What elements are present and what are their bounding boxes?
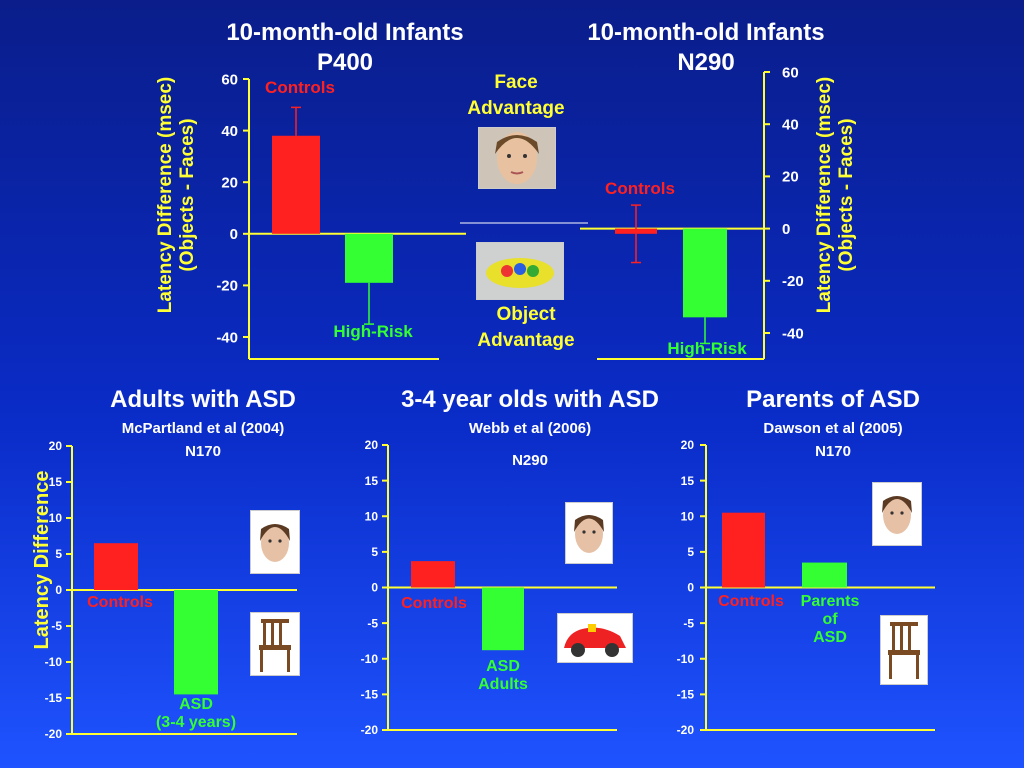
face-photo-panel2 <box>565 502 613 564</box>
face-photo-infant <box>478 127 556 189</box>
chart4-label-group2-line1: Adults <box>478 676 528 693</box>
top-right-ylabel: Latency Difference (msec) (Objects - Fac… <box>814 45 858 345</box>
chart5-tick-label-3: 5 <box>687 545 694 559</box>
face-advantage-line1: Face <box>494 72 538 93</box>
top-right-title-line1: 10-month-old Infants <box>587 19 825 46</box>
chart5-tick-label-7: -15 <box>677 688 695 702</box>
chart2-label-group2-line0: High-Risk <box>667 339 747 358</box>
face-advantage-line2: Advantage <box>467 98 565 119</box>
chart3-label-group2-line0: ASD <box>179 696 213 713</box>
chart3-tick-label-8: -20 <box>45 727 63 741</box>
chart3-tick-label-3: 5 <box>55 547 62 561</box>
chart5-bar-group2 <box>802 562 847 588</box>
face-photo-panel3 <box>872 482 922 546</box>
toy-object-photo-top <box>476 242 564 300</box>
object-advantage-line1: Object <box>496 304 556 325</box>
chart2-bar-controls <box>615 228 657 234</box>
chart4-tick-label-7: -15 <box>361 688 379 702</box>
chart3-bar-group2 <box>174 590 218 695</box>
chart3-tick-label-4: 0 <box>55 583 62 597</box>
chart1-tick-label-2: 20 <box>221 174 238 191</box>
chair-photo-panel1 <box>250 612 300 676</box>
top-left-ylabel-line1: Latency Difference (msec) <box>155 76 176 314</box>
chart4-tick-label-4: 0 <box>371 581 378 595</box>
chart5-tick-label-8: -20 <box>677 723 695 737</box>
chart3-label-controls-line0: Controls <box>87 594 153 611</box>
chart1-tick-label-5: -40 <box>216 329 238 346</box>
chart4-label-controls-line0: Controls <box>401 595 467 612</box>
object-advantage-line2: Advantage <box>477 330 575 351</box>
chart3-label-group2-line1: (3-4 years) <box>156 714 236 731</box>
chart2-tick-label-5: -40 <box>782 325 804 342</box>
chart5-tick-label-6: -10 <box>677 652 695 666</box>
chart5-tick-label-4: 0 <box>687 581 694 595</box>
bottom-title-2: 3-4 year olds with ASD <box>401 386 659 413</box>
chart5-label-group2-line0: Parents <box>801 593 860 610</box>
bottom-subtitle-1: McPartland et al (2004) <box>121 420 285 437</box>
chart4-tick-label-8: -20 <box>361 723 379 737</box>
top-left-ylabel-line2: (Objects - Faces) <box>177 118 198 272</box>
top-right-title-line2: N290 <box>677 49 735 76</box>
top-left-title-line2: P400 <box>316 49 374 76</box>
chart5-tick-label-2: 10 <box>681 509 695 523</box>
chart1-bar-controls <box>272 135 320 234</box>
bottom-subtitle-2: Webb et al (2006) <box>468 420 592 437</box>
chart4-tick-label-3: 5 <box>371 545 378 559</box>
face-photo-panel1 <box>250 510 300 574</box>
chart1-bar-group2 <box>345 233 393 283</box>
bottom-title-1: Adults with ASD <box>110 386 296 413</box>
top-right-ylabel-line1: Latency Difference (msec) <box>814 76 835 314</box>
chart4-tick-label-2: 10 <box>365 509 379 523</box>
chart5-tick-label-1: 15 <box>681 474 695 488</box>
chart4-tick-label-6: -10 <box>361 652 379 666</box>
object-advantage-label: Object Advantage <box>456 302 596 354</box>
top-right-title: 10-month-old Infants N290 <box>556 18 856 78</box>
chart2-tick-label-4: -20 <box>782 273 804 290</box>
chart3-tick-label-7: -15 <box>45 691 63 705</box>
chart2-label-controls-line0: Controls <box>605 179 675 198</box>
chart4-tick-label-1: 15 <box>365 474 379 488</box>
chart4-bar-group2 <box>482 587 524 651</box>
chart5-bar-controls <box>722 512 765 588</box>
chart1-tick-label-1: 40 <box>221 123 238 140</box>
bottom-subtitle-3: Dawson et al (2005) <box>763 420 903 437</box>
bottom-title-3: Parents of ASD <box>746 386 920 413</box>
toy-car-photo-panel2 <box>557 613 633 663</box>
chart4-tick-label-0: 20 <box>365 438 379 452</box>
chart5-label-group2-line1: of <box>822 611 838 628</box>
chart2-tick-label-1: 40 <box>782 116 799 133</box>
bottom-component-3: N170 <box>815 443 851 460</box>
chart1-label-group2-line0: High-Risk <box>333 322 413 341</box>
chart5-label-group2-line2: ASD <box>813 629 847 646</box>
chart4-label-group2-line0: ASD <box>486 658 520 675</box>
top-left-ylabel: Latency Difference (msec) (Objects - Fac… <box>155 45 199 345</box>
chart1-label-controls-line0: Controls <box>265 78 335 97</box>
chart2-tick-label-2: 20 <box>782 169 799 186</box>
chart4-tick-label-5: -5 <box>367 616 378 630</box>
top-left-title: 10-month-old Infants P400 <box>190 18 500 78</box>
chart1-tick-label-3: 0 <box>230 226 238 243</box>
bottom-ylabel: Latency Difference <box>31 470 53 650</box>
chart2-bar-group2 <box>683 228 727 318</box>
chart5-tick-label-0: 20 <box>681 438 695 452</box>
chair-photo-panel3 <box>880 615 928 685</box>
chart2-tick-label-3: 0 <box>782 221 790 238</box>
face-advantage-label: Face Advantage <box>446 70 586 122</box>
top-right-ylabel-line2: (Objects - Faces) <box>836 118 857 272</box>
top-left-title-line1: 10-month-old Infants <box>226 19 464 46</box>
bottom-component-2: N290 <box>512 452 548 469</box>
chart3-bar-controls <box>94 543 138 590</box>
bottom-component-1: N170 <box>185 443 221 460</box>
chart1-tick-label-4: -20 <box>216 278 238 295</box>
chart5-label-controls-line0: Controls <box>718 593 784 610</box>
chart5-tick-label-5: -5 <box>683 616 694 630</box>
chart4-bar-controls <box>411 561 455 588</box>
